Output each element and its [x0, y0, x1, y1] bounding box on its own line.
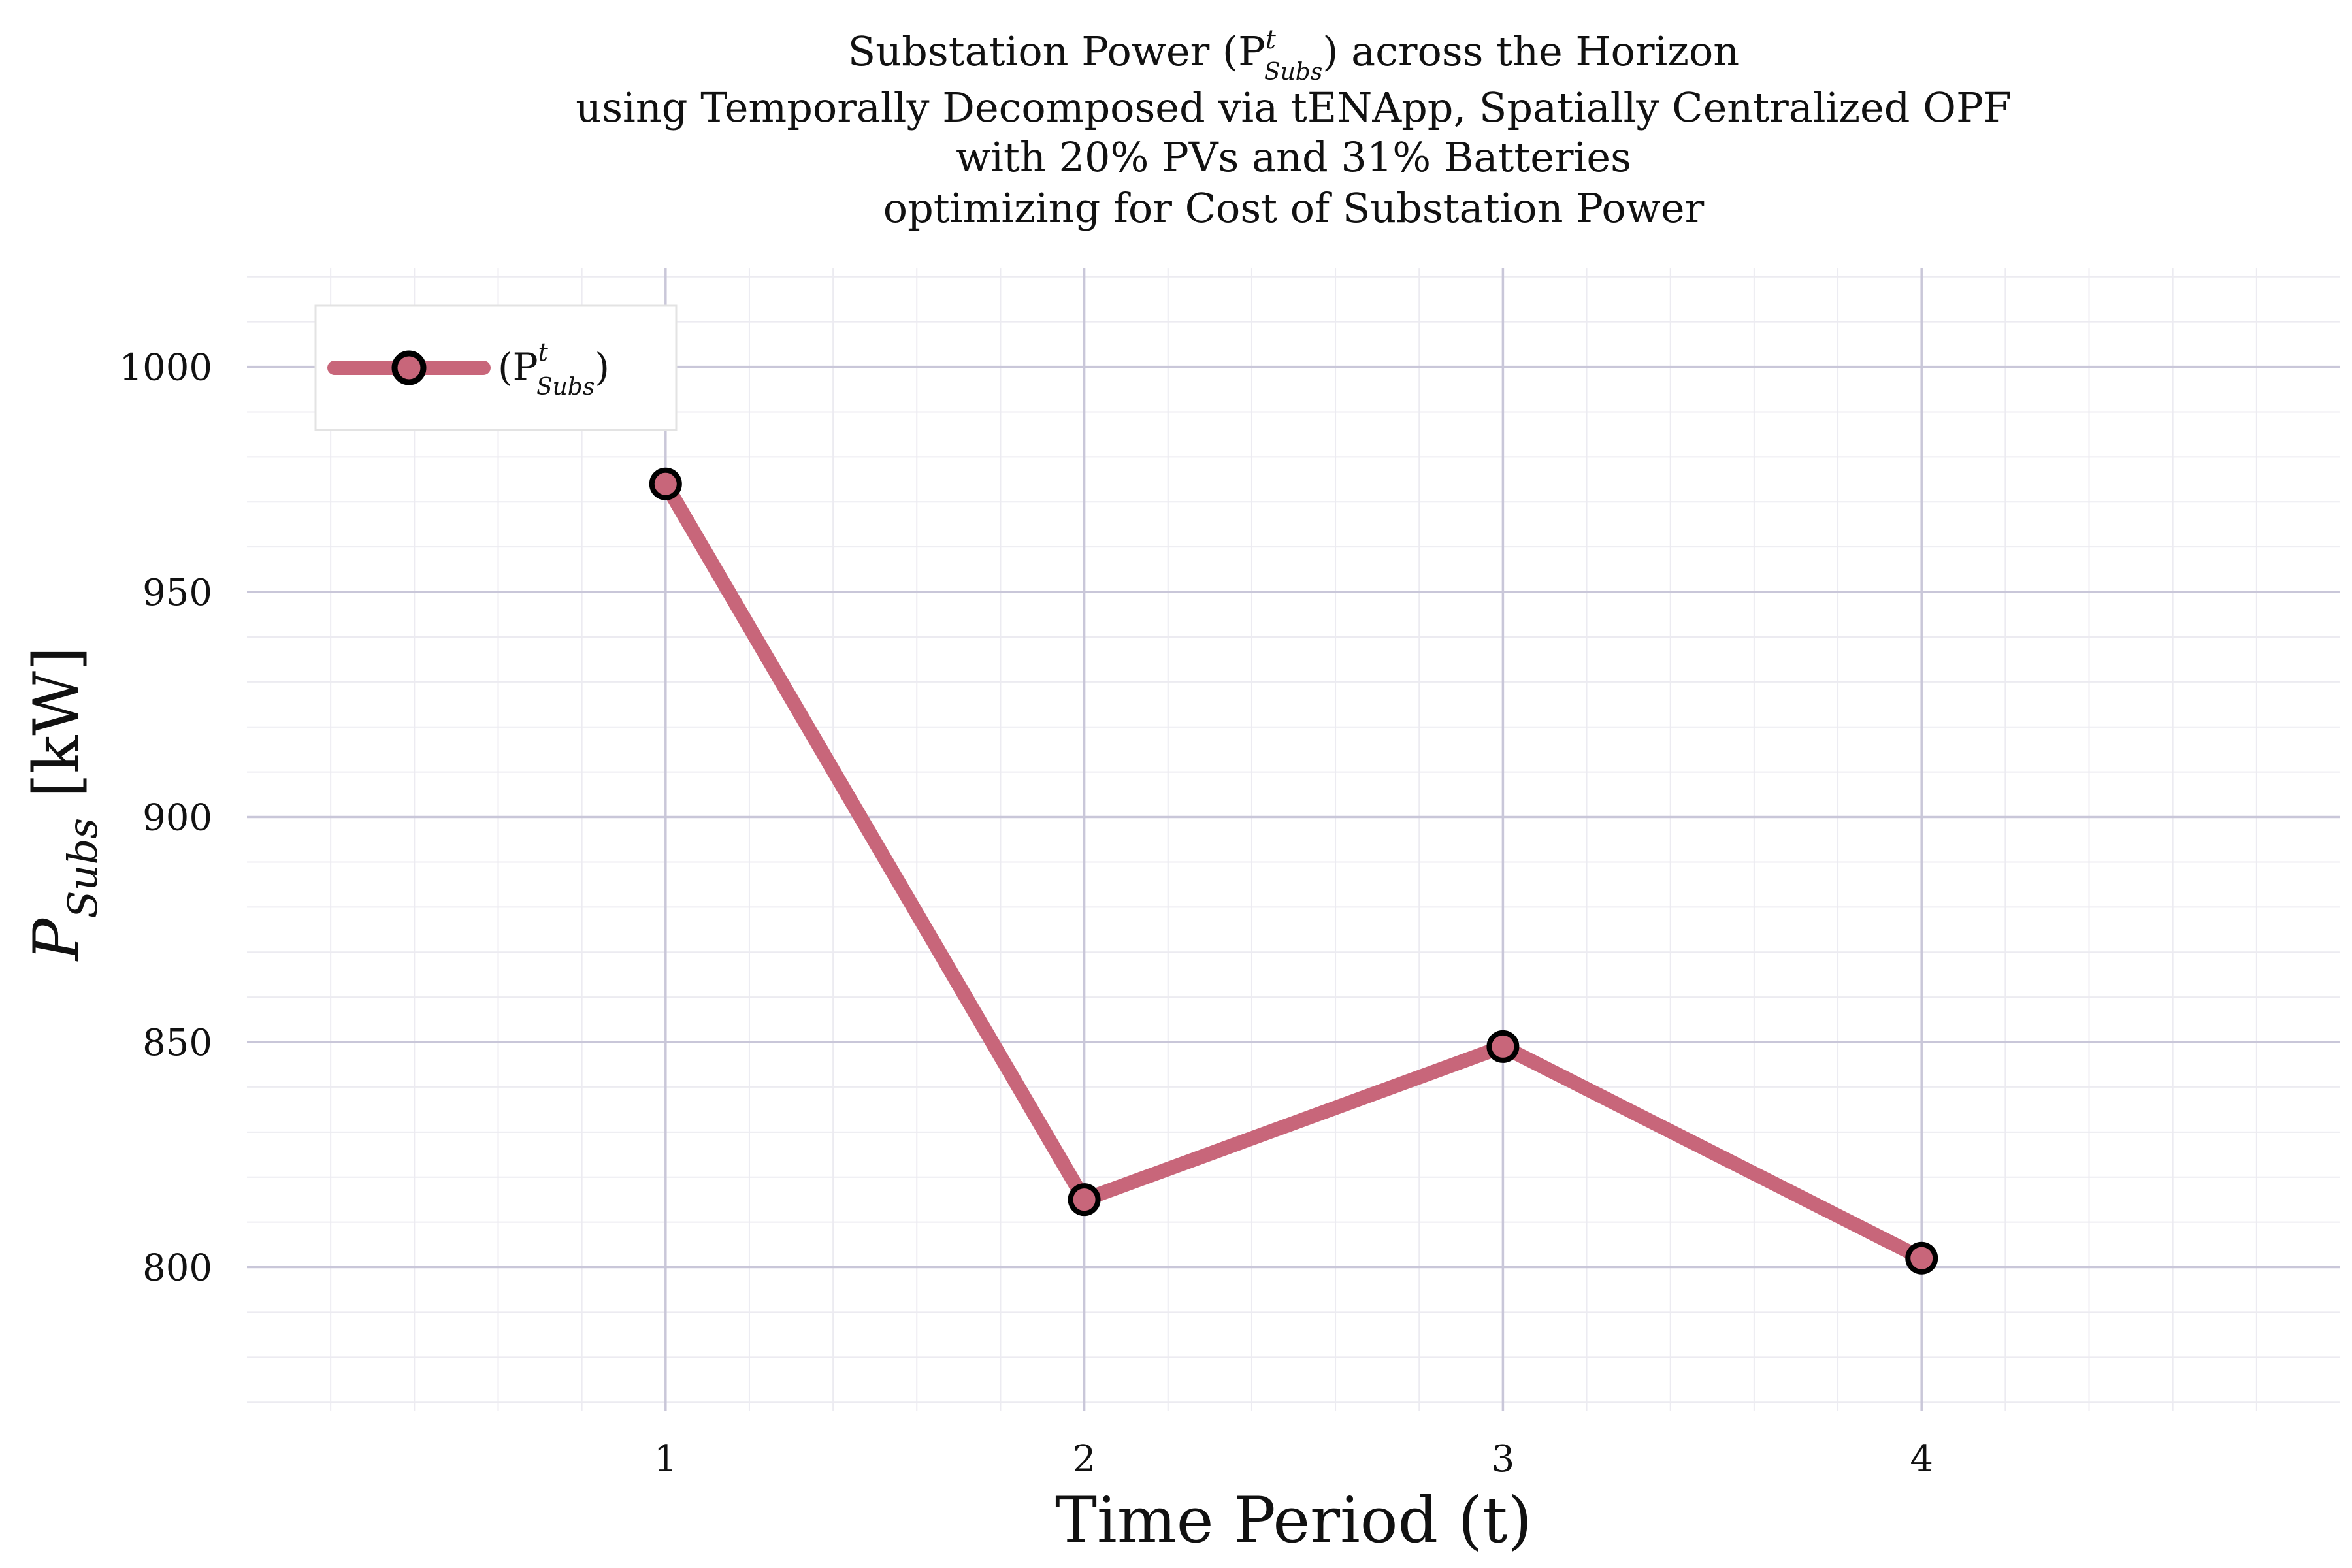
y-tick-label: 850	[142, 1022, 212, 1064]
legend-label-sup: t	[538, 338, 549, 367]
y-tick-label: 950	[142, 572, 212, 614]
x-tick-label: 1	[654, 1438, 678, 1480]
x-tick-label: 2	[1073, 1438, 1096, 1480]
y-tick-label: 800	[142, 1247, 212, 1290]
title-line-4: optimizing for Cost of Substation Power	[883, 184, 1705, 232]
y-tick-labels: 800 850 900 950 1000	[119, 347, 212, 1290]
title-line-1-tail: ) across the Horizon	[1322, 27, 1739, 75]
y-axis-label-tail: [kW]	[20, 647, 93, 818]
title-line-1-main: Substation Power (P	[848, 27, 1266, 75]
data-point	[1905, 1241, 1938, 1275]
y-tick-label: 1000	[119, 347, 212, 389]
x-tick-label: 3	[1492, 1438, 1515, 1480]
x-tick-labels: 1 2 3 4	[654, 1438, 1933, 1480]
title-line-1: Substation Power (Pt Subs) across the Hor…	[848, 25, 1739, 86]
legend-label-sub: Subs	[536, 374, 595, 400]
legend-marker-sample	[391, 350, 427, 385]
title-line-2: using Temporally Decomposed via tENApp, …	[576, 84, 2011, 131]
data-point	[649, 467, 682, 500]
y-axis-label-sub: Subs	[59, 818, 106, 919]
legend: (Pt Subs)	[314, 304, 678, 431]
x-axis-label: Time Period (t)	[1055, 1484, 1532, 1557]
legend-label-open: (P	[498, 345, 538, 389]
title-line-1-sub: Subs	[1264, 59, 1322, 86]
series-layer	[649, 467, 1938, 1275]
data-point	[1486, 1030, 1520, 1063]
y-tick-label: 900	[142, 797, 212, 840]
chart-title: Substation Power (Pt Subs) across the Hor…	[576, 25, 2011, 232]
major-grid	[247, 268, 2340, 1411]
title-line-3: with 20% PVs and 31% Batteries	[956, 133, 1631, 181]
minor-grid	[247, 268, 2340, 1411]
legend-label: (Pt Subs)	[498, 338, 610, 400]
y-axis-label-main: P	[20, 917, 93, 962]
legend-label-close: )	[595, 345, 610, 389]
data-point	[1068, 1183, 1101, 1217]
y-axis-label: PSubs [kW]	[20, 647, 106, 962]
title-line-1-sup: t	[1266, 25, 1277, 55]
series-line	[658, 476, 1929, 1266]
x-tick-label: 4	[1910, 1438, 1933, 1480]
